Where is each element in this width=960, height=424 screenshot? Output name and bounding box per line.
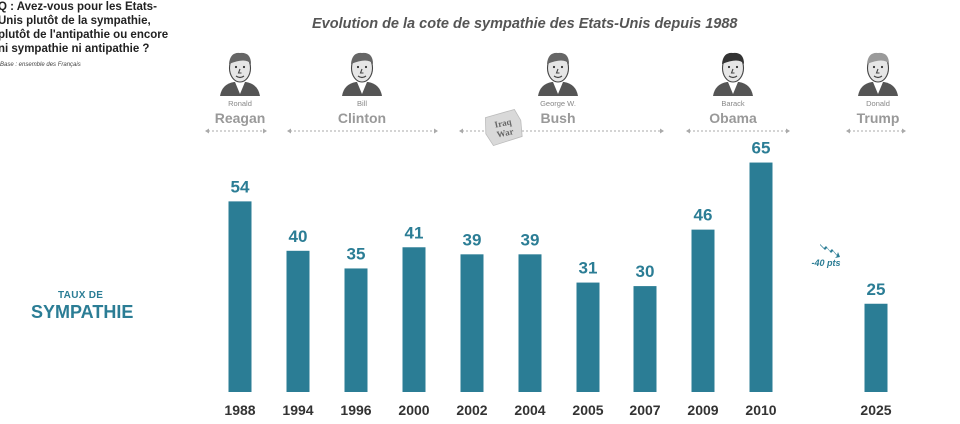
value-label-2002: 39 bbox=[463, 230, 482, 249]
president-first-name: Donald bbox=[866, 99, 890, 108]
x-tick-label-2002: 2002 bbox=[456, 402, 487, 418]
bar-2009 bbox=[691, 229, 715, 392]
iraq-war-stamp: IraqWar bbox=[485, 108, 523, 147]
bar-2007 bbox=[633, 286, 657, 392]
value-label-2007: 30 bbox=[636, 262, 655, 281]
y-axis-label-line1: TAUX DE bbox=[58, 290, 104, 301]
president-last-name: Clinton bbox=[338, 110, 386, 126]
question-text: Q : Avez-vous pour les Etats-Unis plutôt… bbox=[0, 1, 169, 55]
bar-2000 bbox=[402, 247, 426, 392]
y-axis-label-line2: SYMPATHIE bbox=[31, 302, 134, 322]
x-tick-label-1996: 1996 bbox=[340, 402, 371, 418]
value-label-1988: 54 bbox=[231, 177, 250, 196]
x-tick-label-2005: 2005 bbox=[572, 402, 603, 418]
president-trump: Donald Trump bbox=[846, 52, 906, 134]
clinton-portrait-icon bbox=[342, 52, 382, 96]
drop-arrow-icon bbox=[820, 244, 840, 258]
value-label-2025: 25 bbox=[867, 280, 886, 299]
president-last-name: Obama bbox=[709, 110, 757, 126]
x-tick-label-2010: 2010 bbox=[745, 402, 776, 418]
president-last-name: Trump bbox=[857, 110, 900, 126]
bar-2004 bbox=[518, 254, 542, 392]
president-clinton: Bill Clinton bbox=[287, 52, 438, 134]
x-tick-label-2009: 2009 bbox=[687, 402, 718, 418]
president-bush: George W. Bush bbox=[459, 52, 664, 134]
president-first-name: Barack bbox=[721, 99, 745, 108]
value-label-1994: 40 bbox=[289, 227, 308, 246]
value-label-1996: 35 bbox=[347, 244, 366, 263]
president-first-name: Bill bbox=[357, 99, 367, 108]
president-last-name: Reagan bbox=[215, 110, 266, 126]
bar-1996 bbox=[344, 268, 368, 392]
bar-1988 bbox=[228, 201, 252, 392]
value-label-2005: 31 bbox=[579, 259, 598, 278]
value-label-2000: 41 bbox=[405, 223, 424, 242]
x-tick-label-2007: 2007 bbox=[629, 402, 660, 418]
x-tick-label-1994: 1994 bbox=[282, 402, 313, 418]
x-tick-label-2025: 2025 bbox=[860, 402, 891, 418]
president-obama: Barack Obama bbox=[686, 52, 790, 134]
value-label-2009: 46 bbox=[694, 206, 713, 225]
bar-1994 bbox=[286, 250, 310, 392]
bar-2010 bbox=[749, 162, 773, 392]
bar-2025 bbox=[864, 303, 888, 392]
x-tick-label-2004: 2004 bbox=[514, 402, 545, 418]
bush-portrait-icon bbox=[538, 52, 578, 96]
value-label-2010: 65 bbox=[752, 139, 771, 158]
bars: 54 1988 40 1994 35 1996 41 2000 39 2002 39 2004 31 20… bbox=[224, 139, 891, 418]
president-first-name: George W. bbox=[540, 99, 576, 108]
trump-portrait-icon bbox=[858, 52, 898, 96]
iraq-war-label: IraqWar bbox=[494, 116, 515, 139]
x-tick-label-2000: 2000 bbox=[398, 402, 429, 418]
drop-label: -40 pts bbox=[811, 258, 840, 268]
president-last-name: Bush bbox=[541, 110, 576, 126]
base-note: Base : ensemble des Français bbox=[0, 62, 81, 68]
chart-title: Evolution de la cote de sympathie des Et… bbox=[312, 16, 738, 32]
bar-2005 bbox=[576, 282, 600, 392]
bar-2002 bbox=[460, 254, 484, 392]
drop-annotation: -40 pts bbox=[811, 244, 841, 268]
value-label-2004: 39 bbox=[521, 230, 540, 249]
obama-portrait-icon bbox=[713, 52, 753, 96]
president-first-name: Ronald bbox=[228, 99, 252, 108]
president-reagan: Ronald Reagan bbox=[205, 52, 267, 134]
presidents-timeline: Ronald Reagan Bill Clinton George W. Bush Bara… bbox=[205, 52, 906, 134]
x-tick-label-1988: 1988 bbox=[224, 402, 255, 418]
reagan-portrait-icon bbox=[220, 52, 260, 96]
